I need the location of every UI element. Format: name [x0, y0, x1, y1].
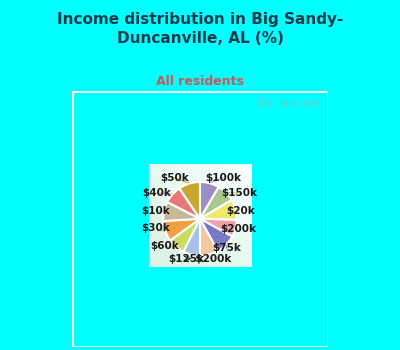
Wedge shape: [200, 219, 232, 251]
Text: $20k: $20k: [226, 205, 255, 216]
Wedge shape: [183, 219, 200, 256]
Text: $150k: $150k: [221, 188, 257, 198]
Text: $60k: $60k: [150, 241, 179, 251]
Text: $125k: $125k: [169, 254, 205, 264]
Text: $75k: $75k: [212, 243, 241, 253]
Wedge shape: [200, 187, 232, 219]
Wedge shape: [167, 188, 200, 219]
Text: Income distribution in Big Sandy-
Duncanville, AL (%): Income distribution in Big Sandy- Duncan…: [57, 12, 343, 46]
Text: All residents: All residents: [156, 75, 244, 88]
Wedge shape: [200, 219, 237, 237]
Text: City-Data.com: City-Data.com: [256, 99, 320, 108]
Text: > $200k: > $200k: [183, 254, 231, 264]
Text: $50k: $50k: [160, 173, 189, 183]
Wedge shape: [200, 219, 218, 256]
Wedge shape: [200, 182, 219, 219]
Text: $200k: $200k: [220, 224, 256, 234]
Bar: [72, 91, 328, 346]
Text: $40k: $40k: [143, 188, 172, 198]
Wedge shape: [170, 219, 200, 252]
Text: $100k: $100k: [206, 173, 242, 183]
Wedge shape: [163, 219, 200, 240]
Wedge shape: [179, 182, 200, 219]
Text: $30k: $30k: [142, 223, 170, 233]
Wedge shape: [163, 202, 200, 221]
Text: $10k: $10k: [142, 205, 170, 216]
Wedge shape: [200, 200, 237, 220]
